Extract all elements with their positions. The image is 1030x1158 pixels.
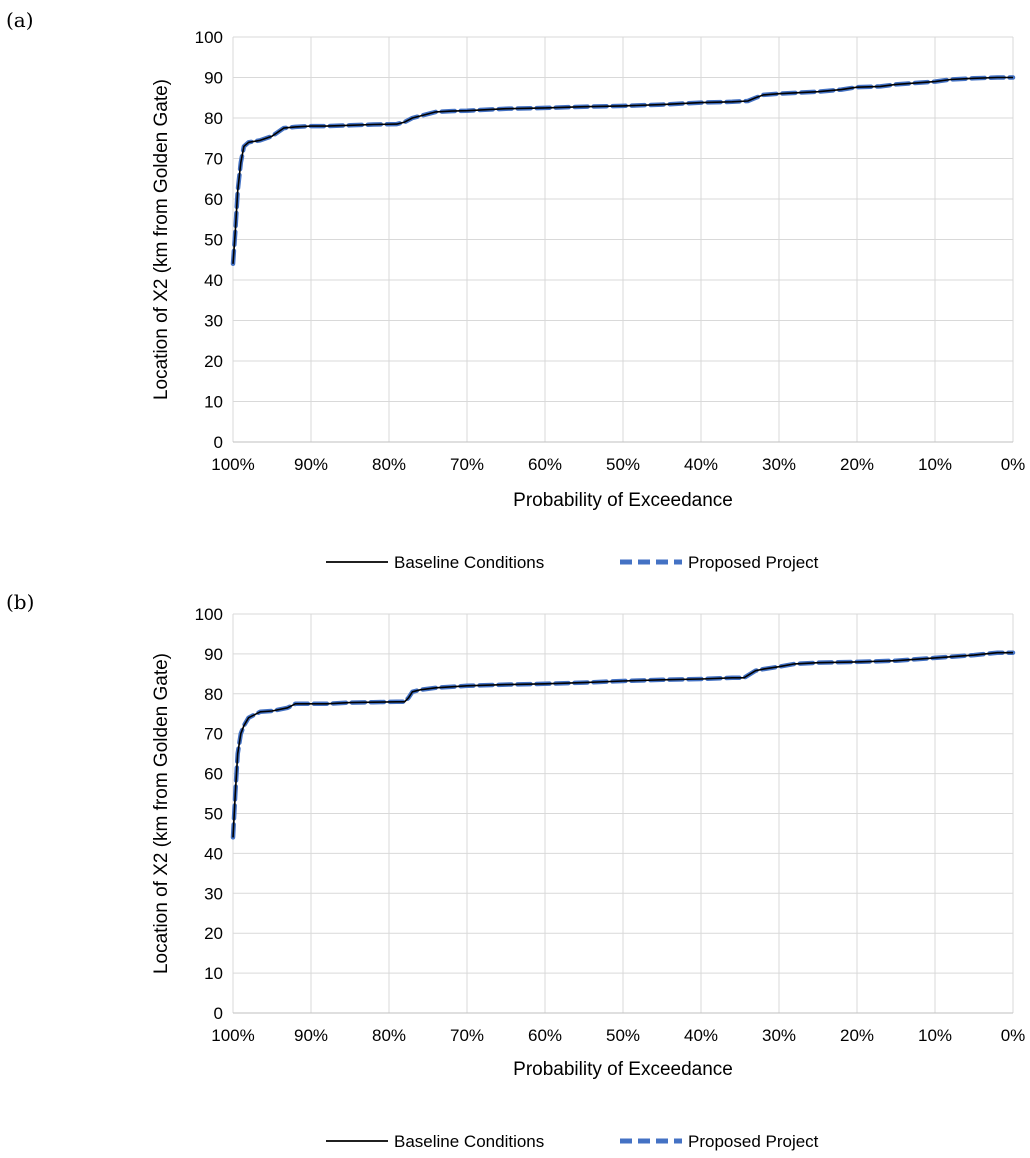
chart-b-y-tick-label: 40: [204, 844, 223, 863]
chart-a-y-tick-label: 20: [204, 352, 223, 371]
chart-a-x-tick-label: 50%: [606, 455, 640, 474]
chart-a-x-tick-label: 10%: [918, 455, 952, 474]
chart-b-legend-label-proposed: Proposed Project: [688, 1132, 819, 1151]
chart-b-x-tick-label: 100%: [211, 1026, 254, 1045]
chart-a-x-tick-label: 0%: [1001, 455, 1026, 474]
chart-a-x-tick-label: 70%: [450, 455, 484, 474]
chart-b-y-tick-label: 70: [204, 725, 223, 744]
chart-b-x-tick-label: 90%: [294, 1026, 328, 1045]
chart-a-y-tick-label: 0: [214, 433, 223, 452]
chart-b-y-tick-label: 30: [204, 884, 223, 903]
chart-b-x-tick-label: 70%: [450, 1026, 484, 1045]
chart-b-y-tick-label: 10: [204, 964, 223, 983]
chart-a-baseline-conditions-line: [232, 76, 1013, 264]
chart-b-x-tick-label: 20%: [840, 1026, 874, 1045]
chart-a-y-axis-title: Location of X2 (km from Golden Gate): [151, 79, 172, 400]
chart-b-y-tick-label: 100: [195, 605, 223, 624]
chart-b-x-tick-label: 40%: [684, 1026, 718, 1045]
chart-a-y-tick-label: 40: [204, 271, 223, 290]
chart-b-x-tick-label: 30%: [762, 1026, 796, 1045]
chart-a-legend-label-baseline: Baseline Conditions: [394, 553, 544, 572]
chart-a-y-tick-label: 70: [204, 150, 223, 169]
chart-b-x-tick-label: 10%: [918, 1026, 952, 1045]
panel-label-b: (b): [6, 590, 35, 614]
chart-a-y-tick-label: 50: [204, 231, 223, 250]
chart-b-x-tick-label: 60%: [528, 1026, 562, 1045]
chart-a-x-tick-label: 40%: [684, 455, 718, 474]
chart-b-y-tick-label: 20: [204, 924, 223, 943]
chart-a-y-tick-label: 90: [204, 69, 223, 88]
chart-b-x-axis-title: Probability of Exceedance: [513, 1059, 733, 1080]
x2-exceedance-chart-a: 0 10 20 30 40 50 60 70 80 90 100 100% 90% 80% 70% 60% 50…: [151, 28, 1026, 572]
chart-b-y-tick-label: 50: [204, 805, 223, 824]
chart-a-x-tick-label: 100%: [211, 455, 254, 474]
chart-a-x-tick-label: 80%: [372, 455, 406, 474]
chart-a-y-tick-label: 80: [204, 109, 223, 128]
chart-a-x-tick-label: 30%: [762, 455, 796, 474]
chart-b-y-tick-label: 90: [204, 645, 223, 664]
chart-a-y-tick-label: 100: [195, 28, 223, 47]
chart-a-x-axis-title: Probability of Exceedance: [513, 490, 733, 511]
chart-b-y-tick-label: 60: [204, 765, 223, 784]
chart-b-y-axis-title: Location of X2 (km from Golden Gate): [151, 653, 172, 974]
chart-b-baseline-conditions-line: [232, 651, 1013, 838]
chart-b-y-tick-label: 0: [214, 1004, 223, 1023]
panel-label-a: (a): [6, 8, 34, 32]
chart-a-x-tick-label: 20%: [840, 455, 874, 474]
chart-b-y-tick-label: 80: [204, 685, 223, 704]
x2-exceedance-chart-b: 0 10 20 30 40 50 60 70 80 90 100 100% 90% 80% 70% 60% 50…: [151, 605, 1026, 1151]
chart-b-x-tick-label: 0%: [1001, 1026, 1026, 1045]
chart-a-legend-label-proposed: Proposed Project: [688, 553, 819, 572]
chart-a-y-tick-label: 10: [204, 393, 223, 412]
chart-a-x-tick-label: 60%: [528, 455, 562, 474]
chart-a-y-tick-label: 30: [204, 312, 223, 331]
chart-b-legend-label-baseline: Baseline Conditions: [394, 1132, 544, 1151]
chart-b-x-tick-label: 80%: [372, 1026, 406, 1045]
chart-a-y-tick-label: 60: [204, 190, 223, 209]
chart-b-x-tick-label: 50%: [606, 1026, 640, 1045]
chart-a-x-tick-label: 90%: [294, 455, 328, 474]
